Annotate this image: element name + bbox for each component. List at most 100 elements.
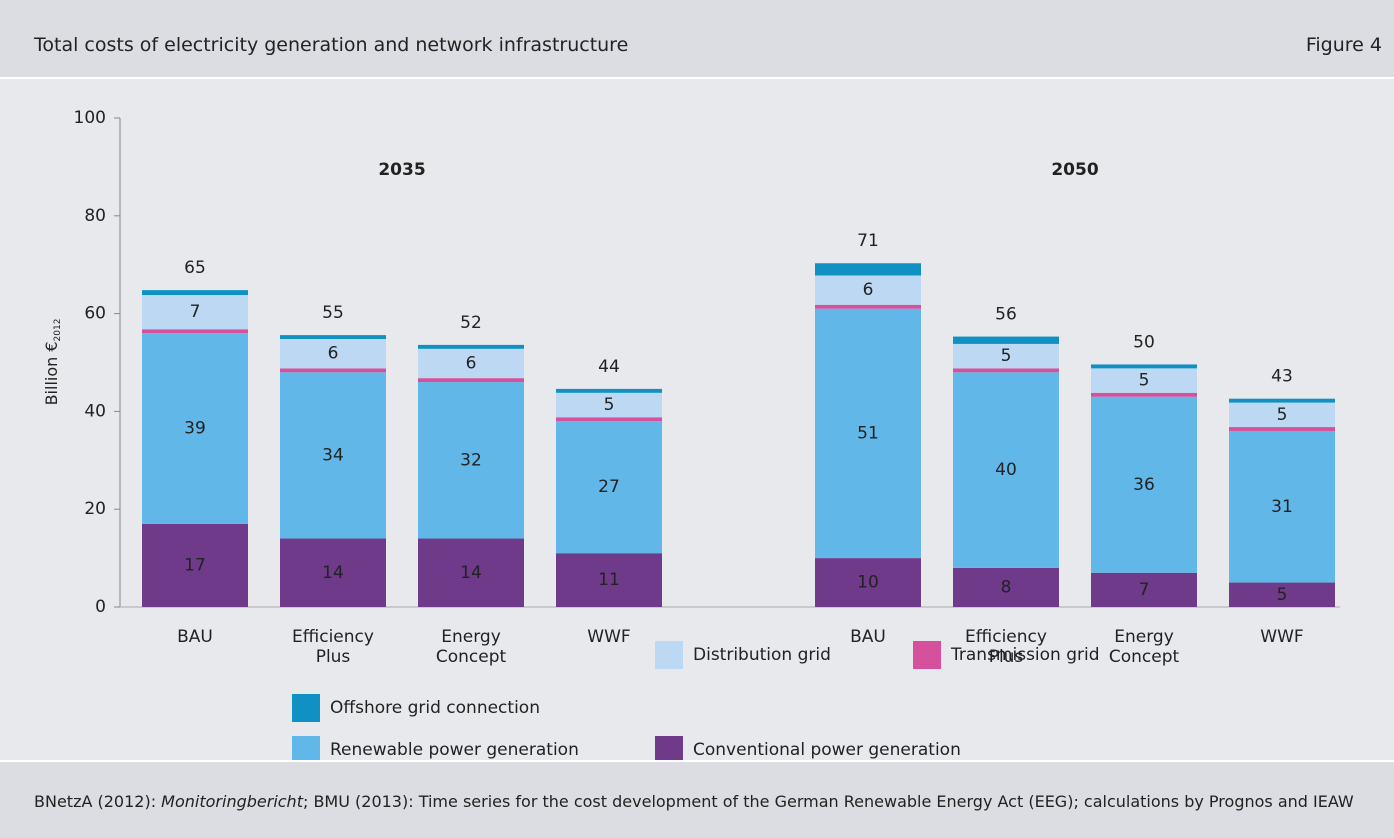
bar-segment <box>142 290 248 296</box>
header: Total costs of electricity generation an… <box>0 0 1394 79</box>
bar-segment <box>418 538 524 607</box>
bar-segment <box>953 372 1059 568</box>
total-label: 44 <box>598 357 620 377</box>
bar-segment <box>815 263 921 276</box>
bar-segment <box>815 558 921 607</box>
legend-swatch <box>655 641 683 669</box>
data-label: 51 <box>857 423 879 443</box>
bar-segment <box>815 304 921 309</box>
data-label: 17 <box>184 555 206 575</box>
bar-segment <box>1091 364 1197 369</box>
bar-segment <box>280 339 386 369</box>
legend-swatch <box>655 736 683 760</box>
total-label: 55 <box>322 303 344 323</box>
data-label: 6 <box>863 280 874 300</box>
bar-segment <box>418 378 524 383</box>
bar-segment <box>556 388 662 393</box>
y-tick-label: 80 <box>84 206 106 226</box>
title: Total costs of electricity generation an… <box>34 34 629 56</box>
bar-segment <box>815 308 921 559</box>
data-label: 10 <box>857 573 879 593</box>
y-tick-label: 40 <box>84 401 106 421</box>
bar-segment <box>418 348 524 379</box>
bar-segment <box>1229 430 1335 583</box>
source-text: Monitoringbericht <box>161 792 303 811</box>
legend-label: Renewable power generation <box>330 740 579 760</box>
bar-segment <box>953 343 1059 369</box>
data-label: 39 <box>184 419 206 439</box>
bar-segment <box>953 368 1059 373</box>
bar-segment <box>280 335 386 340</box>
total-label: 52 <box>460 313 482 333</box>
total-label: 71 <box>857 231 879 251</box>
legend-swatch <box>913 641 941 669</box>
data-label: 14 <box>460 563 482 583</box>
y-tick-label: 20 <box>84 499 106 519</box>
data-label: 36 <box>1133 475 1155 495</box>
bar-segment <box>815 275 921 305</box>
x-tick-label: BAU <box>177 627 213 647</box>
bar-segment <box>142 333 248 524</box>
data-label: 14 <box>322 563 344 583</box>
bar-segment <box>1091 392 1197 397</box>
bar-segment <box>142 523 248 607</box>
bar-segment <box>1091 368 1197 393</box>
data-label: 5 <box>1139 371 1150 391</box>
bar-segment <box>280 538 386 607</box>
legend-label: Conventional power generation <box>693 740 961 760</box>
bar-segment <box>1091 572 1197 607</box>
bar-segment <box>1229 427 1335 431</box>
figure-number: Figure 4 <box>1305 34 1382 56</box>
x-tick-label: Energy Concept <box>1108 627 1180 667</box>
x-tick-label: WWF <box>587 627 631 647</box>
data-label: 40 <box>995 460 1017 480</box>
bar-segment <box>418 382 524 539</box>
bar-segment <box>556 392 662 418</box>
data-label: 5 <box>1001 346 1012 366</box>
data-label: 8 <box>1001 577 1012 597</box>
bar-segment <box>418 344 524 349</box>
x-tick-label: Efficiency Plus <box>292 627 374 667</box>
data-label: 6 <box>466 353 477 373</box>
data-label: 32 <box>460 450 482 470</box>
bar-segment <box>142 295 248 330</box>
bar-segment <box>1229 398 1335 403</box>
bar-segment <box>1229 402 1335 428</box>
source: BNetzA (2012): Monitoringbericht; BMU (2… <box>34 792 1354 811</box>
bar-segment <box>1091 396 1197 573</box>
data-label: 5 <box>1277 585 1288 605</box>
group-label: 2050 <box>1051 160 1098 180</box>
data-label: 5 <box>604 395 615 415</box>
legend-label: Distribution grid <box>693 645 831 665</box>
bar-segment <box>1229 582 1335 607</box>
data-label: 7 <box>190 302 201 322</box>
bar-segment <box>556 421 662 554</box>
data-label: 11 <box>598 570 620 590</box>
data-label: 6 <box>328 344 339 364</box>
source-text: ; BMU (2013): Time series for the cost d… <box>302 792 1354 811</box>
bar-segment <box>953 336 1059 344</box>
y-axis-label-sub: 2012 <box>53 319 63 342</box>
total-label: 56 <box>995 305 1017 325</box>
bar-segment <box>280 368 386 373</box>
total-label: 43 <box>1271 367 1293 387</box>
legend-swatch <box>292 736 320 760</box>
x-tick-label: BAU <box>850 627 886 647</box>
data-label: 5 <box>1277 405 1288 425</box>
y-tick-label: 100 <box>74 108 106 128</box>
bar-segment <box>953 567 1059 607</box>
data-label: 31 <box>1271 497 1293 517</box>
y-tick-label: 60 <box>84 304 106 324</box>
x-tick-label: Energy Concept <box>435 627 507 667</box>
bar-segment <box>280 372 386 539</box>
data-label: 7 <box>1139 580 1150 600</box>
group-label: 2035 <box>378 160 425 180</box>
total-label: 50 <box>1133 332 1155 352</box>
y-tick-label: 0 <box>95 597 106 617</box>
source-text: BNetzA (2012): <box>34 792 162 811</box>
total-label: 65 <box>184 258 206 278</box>
bar-segment <box>142 329 248 334</box>
x-tick-label: Efficiency Plus <box>965 627 1047 667</box>
